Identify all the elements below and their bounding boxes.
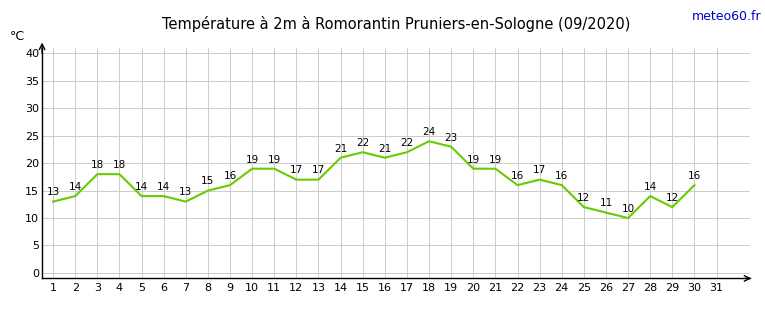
Text: 22: 22: [356, 138, 369, 148]
Text: 24: 24: [422, 127, 436, 137]
Text: 19: 19: [489, 155, 502, 164]
Text: 23: 23: [444, 132, 457, 143]
Text: 12: 12: [578, 193, 591, 203]
Text: 14: 14: [69, 182, 82, 192]
Text: meteo60.fr: meteo60.fr: [692, 10, 761, 23]
Text: 17: 17: [312, 165, 325, 175]
Text: 13: 13: [47, 188, 60, 197]
Text: 16: 16: [511, 171, 524, 181]
Text: 13: 13: [179, 188, 193, 197]
Text: 19: 19: [246, 155, 259, 164]
Text: 15: 15: [201, 176, 214, 187]
Text: 14: 14: [135, 182, 148, 192]
Text: 14: 14: [643, 182, 657, 192]
Text: 16: 16: [223, 171, 236, 181]
Text: 10: 10: [621, 204, 635, 214]
Text: 16: 16: [555, 171, 568, 181]
Text: 18: 18: [91, 160, 104, 170]
Text: 17: 17: [290, 165, 303, 175]
Text: 21: 21: [334, 144, 347, 154]
Text: 17: 17: [533, 165, 546, 175]
Text: 18: 18: [113, 160, 126, 170]
Text: 19: 19: [268, 155, 281, 164]
Text: 12: 12: [666, 193, 679, 203]
Text: 21: 21: [378, 144, 392, 154]
Text: °C: °C: [10, 29, 25, 43]
Text: 14: 14: [157, 182, 171, 192]
Text: 19: 19: [467, 155, 480, 164]
Text: 16: 16: [688, 171, 701, 181]
Text: 11: 11: [599, 198, 613, 208]
Text: 22: 22: [400, 138, 414, 148]
Title: Température à 2m à Romorantin Pruniers-en-Sologne (09/2020): Température à 2m à Romorantin Pruniers-e…: [161, 16, 630, 32]
